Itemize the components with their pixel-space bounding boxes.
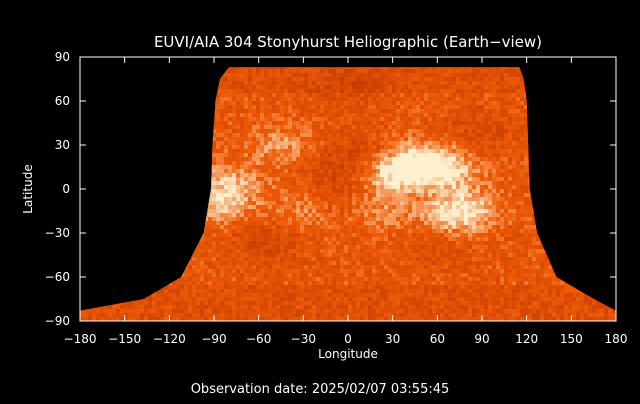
x-axis-label: Longitude — [318, 347, 378, 361]
x-tick-label: 120 — [515, 332, 538, 346]
x-tick-label: −150 — [108, 332, 141, 346]
x-tick-label: 90 — [474, 332, 489, 346]
x-tick-label: −90 — [201, 332, 226, 346]
y-tick-label: −30 — [45, 226, 70, 240]
observation-date: Observation date: 2025/02/07 03:55:45 — [191, 382, 450, 397]
y-axis-label: Latitude — [21, 164, 35, 213]
y-tick-label: −60 — [45, 270, 70, 284]
x-tick-label: 60 — [430, 332, 445, 346]
x-tick-label: −180 — [64, 332, 97, 346]
x-tick-label: 150 — [560, 332, 583, 346]
x-tick-label: −60 — [246, 332, 271, 346]
x-tick-label: −30 — [291, 332, 316, 346]
y-tick-label: 0 — [62, 182, 70, 196]
x-tick-label: −120 — [153, 332, 186, 346]
y-tick-label: 60 — [55, 94, 70, 108]
x-tick-label: 30 — [385, 332, 400, 346]
y-tick-label: 90 — [55, 50, 70, 64]
x-tick-label: 0 — [344, 332, 352, 346]
chart-title: EUVI/AIA 304 Stonyhurst Heliographic (Ea… — [154, 33, 542, 51]
y-tick-label: 30 — [55, 138, 70, 152]
x-tick-label: 180 — [605, 332, 628, 346]
y-tick-label: −90 — [45, 314, 70, 328]
